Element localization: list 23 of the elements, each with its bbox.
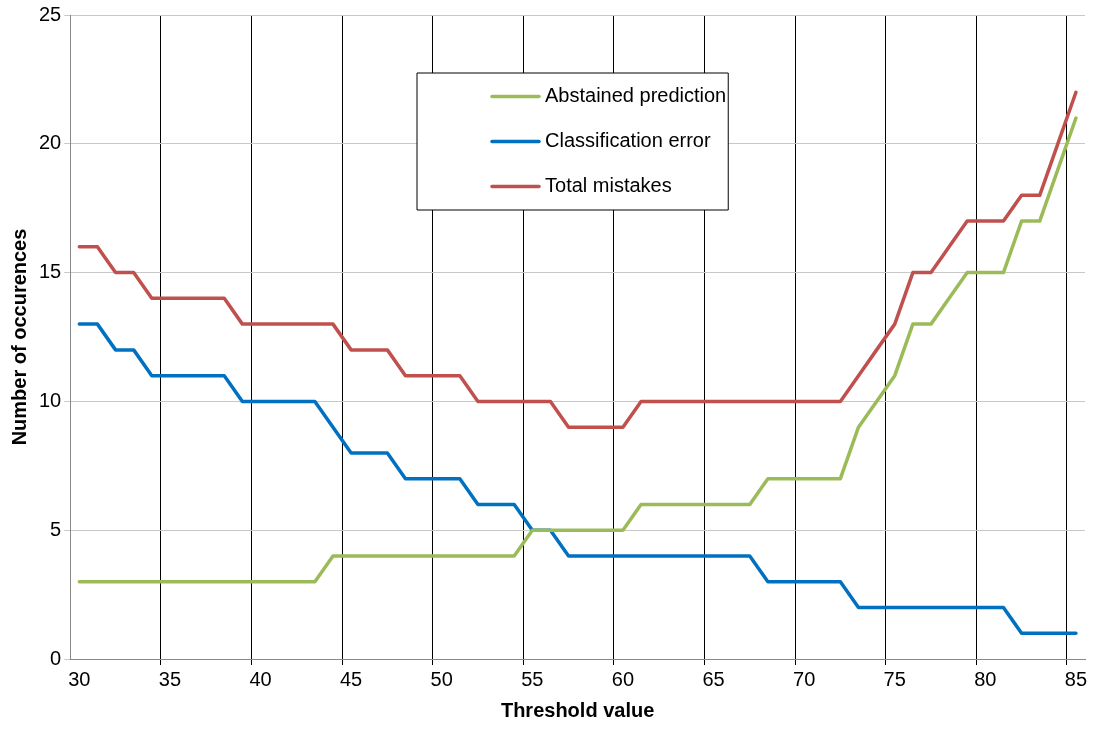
x-tick-label: 85 [1064,667,1088,690]
y-axis-title: Number of occurences [7,228,30,446]
y-tick-label: 0 [50,646,62,669]
x-tick-label: 65 [702,667,725,690]
y-tick-label: 15 [39,260,62,283]
y-tick-label: 5 [50,517,62,540]
x-tick-label: 70 [793,667,816,690]
legend-label: Abstained prediction [545,84,727,107]
x-tick-label: 75 [883,667,906,690]
x-tick-label: 50 [430,667,453,690]
x-axis-title: Threshold value [500,698,655,721]
y-tick-label: 20 [39,131,62,154]
x-tick-label: 60 [611,667,635,690]
x-tick-label: 45 [339,667,363,690]
x-tick-label: 35 [158,667,182,690]
y-tick-label: 10 [39,388,62,411]
x-tick-label: 80 [974,667,997,690]
x-tick-label: 30 [68,667,91,690]
x-tick-label: 40 [249,667,272,690]
x-tick-label: 55 [521,667,544,690]
legend-label: Classification error [545,129,711,152]
legend-label: Total mistakes [545,174,672,197]
y-tick-label: 25 [39,2,62,25]
